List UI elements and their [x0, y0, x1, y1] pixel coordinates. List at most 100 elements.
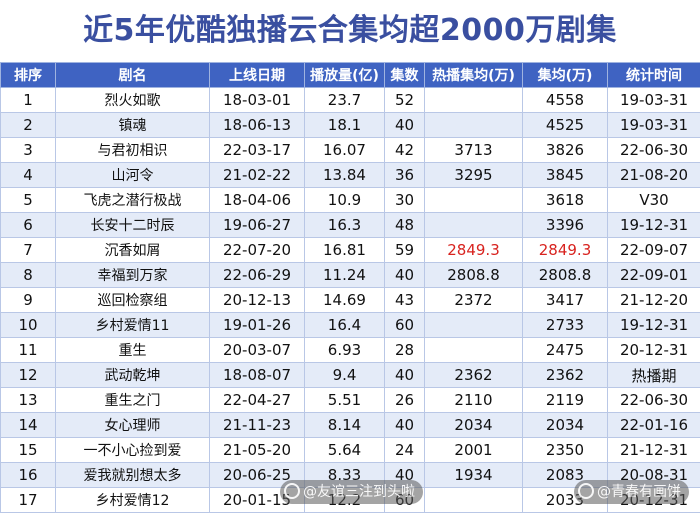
cell-name: 飞虎之潜行极战 — [56, 188, 210, 213]
cell-name: 烈火如歌 — [56, 88, 210, 113]
cell-stat-time: 21-12-20 — [608, 288, 700, 313]
cell-episodes: 30 — [385, 188, 425, 213]
cell-rank: 4 — [1, 163, 56, 188]
camera-icon — [284, 483, 300, 499]
cell-hot-average: 1934 — [425, 463, 523, 488]
cell-date: 21-11-23 — [210, 413, 305, 438]
cell-name: 镇魂 — [56, 113, 210, 138]
cell-stat-time: 19-03-31 — [608, 88, 700, 113]
cell-date: 18-08-07 — [210, 363, 305, 388]
watermark-right: @青春有画饼 — [574, 480, 689, 504]
cell-views: 16.81 — [305, 238, 385, 263]
cell-views: 16.07 — [305, 138, 385, 163]
cell-average: 2475 — [523, 338, 608, 363]
cell-hot-average: 2001 — [425, 438, 523, 463]
cell-rank: 2 — [1, 113, 56, 138]
cell-average: 2034 — [523, 413, 608, 438]
cell-views: 9.4 — [305, 363, 385, 388]
cell-views: 14.69 — [305, 288, 385, 313]
cell-stat-time: V30 — [608, 188, 700, 213]
cell-rank: 11 — [1, 338, 56, 363]
cell-name: 沉香如屑 — [56, 238, 210, 263]
cell-stat-time: 20-12-31 — [608, 338, 700, 363]
cell-hot-average: 2034 — [425, 413, 523, 438]
cell-name: 巡回检察组 — [56, 288, 210, 313]
cell-episodes: 26 — [385, 388, 425, 413]
cell-hot-average: 2849.3 — [425, 238, 523, 263]
cell-name: 幸福到万家 — [56, 263, 210, 288]
cell-average: 3826 — [523, 138, 608, 163]
cell-hot-average: 2372 — [425, 288, 523, 313]
cell-average: 2733 — [523, 313, 608, 338]
cell-hot-average — [425, 488, 523, 513]
cell-hot-average — [425, 213, 523, 238]
cell-stat-time: 19-03-31 — [608, 113, 700, 138]
cell-stat-time: 热播期 — [608, 363, 700, 388]
cell-rank: 5 — [1, 188, 56, 213]
cell-date: 21-05-20 — [210, 438, 305, 463]
col-header-episodes: 集数 — [385, 63, 425, 88]
cell-hot-average — [425, 113, 523, 138]
cell-rank: 1 — [1, 88, 56, 113]
cell-views: 5.51 — [305, 388, 385, 413]
cell-rank: 8 — [1, 263, 56, 288]
cell-hot-average: 2362 — [425, 363, 523, 388]
cell-date: 19-06-27 — [210, 213, 305, 238]
camera-icon — [578, 483, 594, 499]
cell-average: 2362 — [523, 363, 608, 388]
cell-average: 2808.8 — [523, 263, 608, 288]
cell-episodes: 40 — [385, 263, 425, 288]
cell-episodes: 59 — [385, 238, 425, 263]
cell-episodes: 28 — [385, 338, 425, 363]
cell-stat-time: 21-12-31 — [608, 438, 700, 463]
cell-episodes: 24 — [385, 438, 425, 463]
cell-stat-time: 22-09-01 — [608, 263, 700, 288]
cell-name: 乡村爱情11 — [56, 313, 210, 338]
cell-views: 8.14 — [305, 413, 385, 438]
cell-views: 5.64 — [305, 438, 385, 463]
cell-hot-average: 2808.8 — [425, 263, 523, 288]
cell-name: 长安十二时辰 — [56, 213, 210, 238]
cell-views: 16.4 — [305, 313, 385, 338]
cell-views: 23.7 — [305, 88, 385, 113]
cell-hot-average: 2110 — [425, 388, 523, 413]
cell-average: 2350 — [523, 438, 608, 463]
cell-hot-average: 3295 — [425, 163, 523, 188]
cell-date: 22-03-17 — [210, 138, 305, 163]
cell-hot-average — [425, 188, 523, 213]
cell-stat-time: 21-08-20 — [608, 163, 700, 188]
cell-average: 3845 — [523, 163, 608, 188]
cell-stat-time: 22-06-30 — [608, 138, 700, 163]
cell-average: 2119 — [523, 388, 608, 413]
col-header-name: 剧名 — [56, 63, 210, 88]
col-header-stat-time: 统计时间 — [608, 63, 700, 88]
cell-episodes: 42 — [385, 138, 425, 163]
cell-name: 武动乾坤 — [56, 363, 210, 388]
cell-rank: 9 — [1, 288, 56, 313]
cell-views: 6.93 — [305, 338, 385, 363]
cell-rank: 12 — [1, 363, 56, 388]
ranking-table: 排序 剧名 上线日期 播放量(亿) 集数 热播集均(万) 集均(万) 统计时间 … — [0, 62, 700, 513]
cell-rank: 7 — [1, 238, 56, 263]
cell-rank: 3 — [1, 138, 56, 163]
cell-average: 4525 — [523, 113, 608, 138]
cell-date: 22-06-29 — [210, 263, 305, 288]
cell-rank: 6 — [1, 213, 56, 238]
cell-name: 一不小心捡到爱 — [56, 438, 210, 463]
cell-date: 21-02-22 — [210, 163, 305, 188]
cell-stat-time: 22-01-16 — [608, 413, 700, 438]
cell-episodes: 52 — [385, 88, 425, 113]
